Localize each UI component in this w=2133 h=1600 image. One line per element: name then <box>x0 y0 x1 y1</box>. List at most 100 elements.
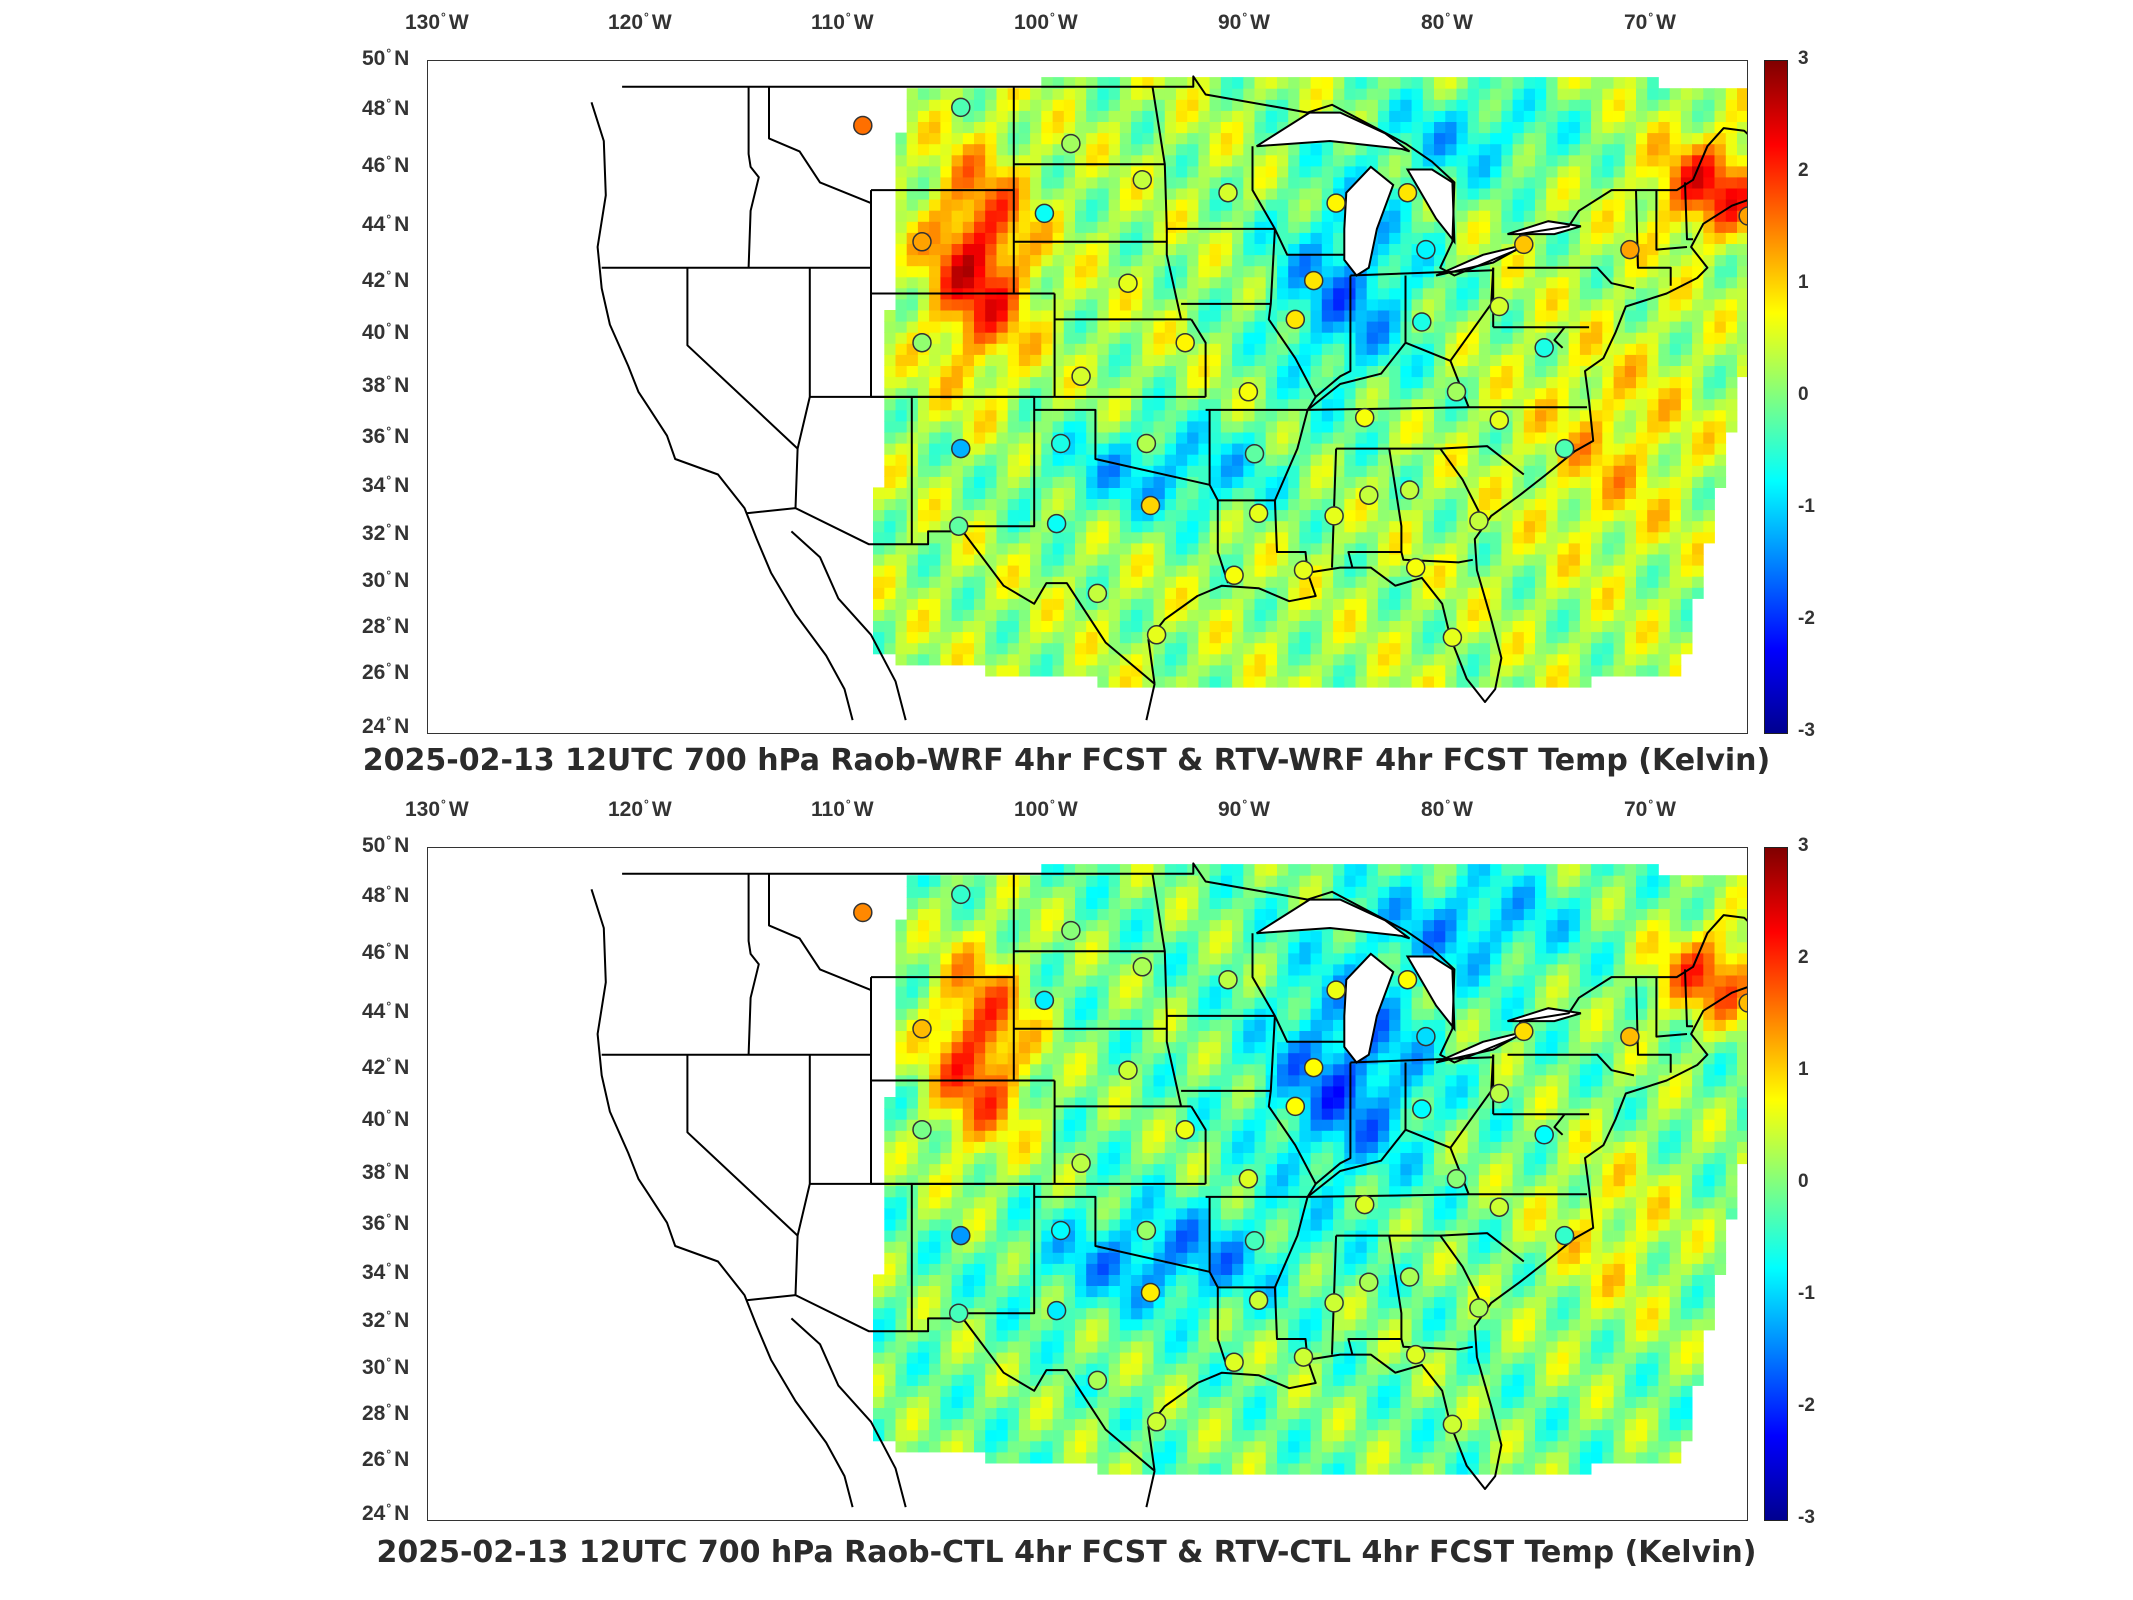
raob-station-marker <box>1412 1099 1432 1119</box>
raob-station-marker <box>1399 480 1420 500</box>
boundary-line <box>790 1317 907 1508</box>
raob-station-marker <box>1034 990 1055 1011</box>
colorbar <box>1764 60 1788 734</box>
boundary-line <box>1553 326 1566 349</box>
raob-station-marker <box>1303 270 1324 291</box>
raob-station-marker <box>1071 366 1091 387</box>
map-plot-area <box>427 60 1748 734</box>
lake-outline <box>1256 111 1411 153</box>
boundary-line <box>790 530 907 721</box>
raob-station-marker <box>1132 170 1153 190</box>
raob-station-marker <box>1140 495 1161 516</box>
latitude-tick-label: 24° N <box>362 1501 410 1525</box>
raob-station-marker <box>1446 1169 1467 1189</box>
longitude-tick-label: 80° W <box>1421 10 1473 34</box>
boundary-line <box>1306 342 1407 411</box>
latitude-tick-label: 44° N <box>362 999 410 1023</box>
boundary-line <box>746 1294 1156 1472</box>
raob-station-marker <box>1446 382 1467 402</box>
raob-station-marker <box>1087 583 1108 604</box>
latitude-tick-label: 28° N <box>362 1401 410 1425</box>
raob-station-marker <box>1224 565 1244 586</box>
boundary-line <box>1655 977 1688 1038</box>
boundary-line <box>911 395 1036 528</box>
raob-station-marker <box>1397 182 1418 203</box>
map-plot-area <box>427 847 1748 1521</box>
raob-station-marker <box>1293 1347 1314 1367</box>
raob-station-marker <box>1050 433 1071 454</box>
longitude-tick-label: 120° W <box>608 10 672 34</box>
boundary-line <box>1034 1195 1210 1273</box>
raob-station-marker <box>1489 1083 1510 1104</box>
raob-station-marker <box>1620 1026 1640 1047</box>
raob-station-marker <box>1738 993 1747 1013</box>
colorbar-tick-label: 2 <box>1798 947 1809 968</box>
latitude-tick-label: 46° N <box>362 153 410 177</box>
raob-station-marker <box>1534 338 1554 358</box>
boundary-line <box>1034 408 1210 486</box>
raob-station-marker <box>1359 485 1379 505</box>
raob-station-marker <box>1442 1414 1463 1435</box>
colorbar-tick-label: -1 <box>1798 1283 1815 1304</box>
latitude-tick-label: 40° N <box>362 320 410 344</box>
longitude-tick-label: 110° W <box>811 797 874 821</box>
boundary-line <box>1145 683 1156 721</box>
boundary-line <box>590 888 854 1508</box>
latitude-tick-label: 42° N <box>362 268 410 292</box>
latitude-tick-label: 28° N <box>362 614 410 638</box>
latitude-tick-label: 48° N <box>362 883 410 907</box>
longitude-tick-label: 120° W <box>608 797 672 821</box>
raob-station-marker <box>1136 433 1157 454</box>
latitude-tick-label: 30° N <box>362 1355 410 1379</box>
boundary-line <box>870 190 1055 295</box>
longitude-tick-label: 130° W <box>405 797 469 821</box>
latitude-tick-label: 36° N <box>362 424 410 448</box>
raob-station-marker <box>948 516 969 536</box>
raob-station-marker <box>853 902 873 923</box>
raob-station-marker <box>1238 382 1259 402</box>
raob-station-marker <box>1326 193 1346 213</box>
raob-station-marker <box>912 332 932 353</box>
lake-outline <box>1343 165 1395 277</box>
bottom-map-panel: 130° W 120° W 110° W 100° W 90° W 80° W 70° W 50° N 48°… <box>0 790 2133 1600</box>
boundary-line <box>747 86 760 268</box>
latitude-tick-label: 26° N <box>362 1447 410 1471</box>
boundary-line <box>1315 1062 1352 1185</box>
raob-station-marker <box>1514 1021 1534 1042</box>
longitude-tick-label: 70° W <box>1624 797 1676 821</box>
raob-station-marker <box>1397 969 1418 990</box>
raob-station-marker <box>1416 1026 1436 1047</box>
colorbar-tick-label: 1 <box>1798 1059 1809 1080</box>
temperature-difference-map <box>590 862 1747 1508</box>
longitude-tick-label: 130° W <box>405 10 469 34</box>
boundary-line <box>1553 1113 1566 1136</box>
raob-station-marker <box>1238 1169 1259 1189</box>
latitude-tick-label: 34° N <box>362 1260 410 1284</box>
longitude-tick-label: 80° W <box>1421 797 1473 821</box>
lake-outline <box>1507 220 1582 236</box>
raob-station-marker <box>1469 1298 1489 1318</box>
latitude-tick-label: 38° N <box>362 373 410 397</box>
raob-station-marker <box>1046 513 1067 534</box>
boundary-line <box>1684 182 1694 241</box>
raob-station-marker <box>1293 560 1314 580</box>
raob-station-marker <box>1303 1057 1324 1078</box>
latitude-tick-label: 24° N <box>362 714 410 738</box>
raob-station-marker <box>1248 1290 1269 1311</box>
colorbar-tick-label: -3 <box>1798 1507 1815 1528</box>
raob-station-marker <box>912 1119 932 1140</box>
raob-station-marker <box>1218 182 1238 203</box>
raob-station-marker <box>1489 1197 1510 1217</box>
panel-title: 2025-02-13 12UTC 700 hPa Raob-WRF 4hr FC… <box>362 743 1771 778</box>
colorbar-tick-label: 0 <box>1798 384 1809 405</box>
raob-station-marker <box>1132 957 1153 977</box>
boundary-line <box>911 1182 1036 1315</box>
boundary-line <box>794 267 811 509</box>
boundary-line <box>746 507 1156 685</box>
raob-station-marker <box>1469 511 1489 531</box>
latitude-tick-label: 32° N <box>362 521 410 545</box>
panel-title: 2025-02-13 12UTC 700 hPa Raob-CTL 4hr FC… <box>376 1535 1757 1570</box>
boundary-line <box>1147 199 1747 703</box>
boundary-line <box>747 873 760 1055</box>
boundary-line <box>686 1054 799 1237</box>
